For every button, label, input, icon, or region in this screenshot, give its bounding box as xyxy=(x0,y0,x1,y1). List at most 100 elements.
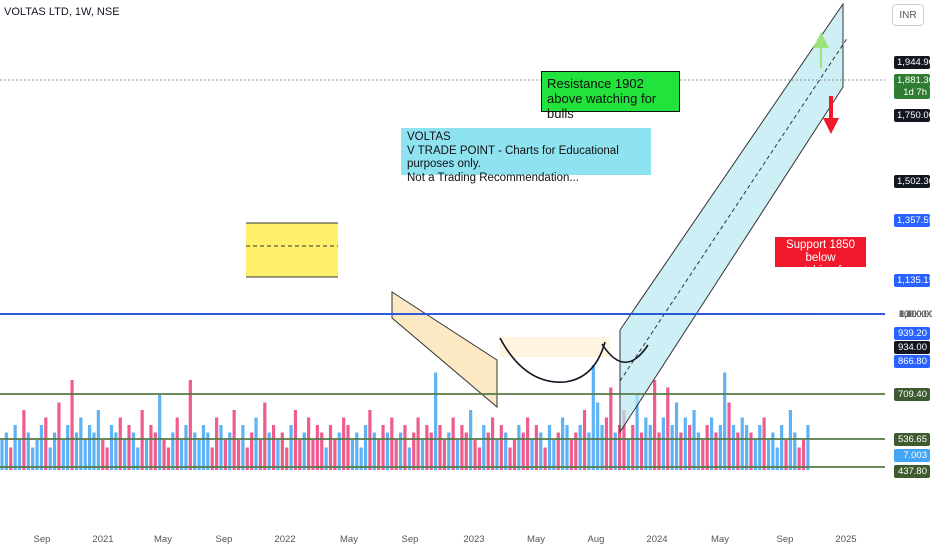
volume-bar xyxy=(600,425,604,470)
volume-bar xyxy=(705,425,709,470)
volume-bar xyxy=(543,447,547,470)
volume-bar xyxy=(504,432,508,470)
consolidation-box xyxy=(246,223,338,277)
volume-bar xyxy=(766,440,771,470)
volume-bar xyxy=(736,432,740,470)
volume-bar xyxy=(609,387,613,470)
y-tick-label: 1,700.00 xyxy=(899,309,932,319)
volume-bar xyxy=(285,447,289,470)
volume-bar xyxy=(688,425,692,470)
volume-bar xyxy=(337,432,341,470)
volume-bar xyxy=(547,425,552,470)
volume-bar xyxy=(355,432,359,470)
volume-bar xyxy=(57,402,61,470)
ascending-channel xyxy=(619,2,844,434)
price-label: 1,502.30 xyxy=(894,175,932,188)
education-note: VOLTAS V TRADE POINT - Charts for Educat… xyxy=(401,128,651,184)
volume-bar xyxy=(793,432,797,470)
volume-bar xyxy=(569,440,573,470)
volume-bar xyxy=(363,425,368,470)
volume-bar xyxy=(469,410,473,470)
volume-bar xyxy=(661,417,665,470)
volume-bar xyxy=(96,410,100,470)
volume-bar xyxy=(324,447,328,470)
volume-bar xyxy=(412,432,416,470)
volume-bar xyxy=(31,447,35,470)
volume-bar xyxy=(648,425,652,470)
price-label: 1,135.15 xyxy=(894,274,932,287)
volume-bar xyxy=(460,425,464,470)
volume-bar xyxy=(455,440,460,470)
price-label: 1,944.90 xyxy=(894,56,932,69)
support-note: Support 1850 below watching for bears xyxy=(775,237,866,290)
volume-bar xyxy=(92,432,96,470)
x-tick-label: Sep xyxy=(777,534,794,545)
volume-bar xyxy=(267,432,271,470)
x-tick-label: May xyxy=(154,534,172,545)
volume-bar xyxy=(420,440,425,470)
education-line-2: V TRADE POINT - Charts for Educational p… xyxy=(407,144,619,171)
volume-bar xyxy=(666,387,670,470)
volume-bar xyxy=(434,372,438,470)
x-tick-label: 2024 xyxy=(646,534,667,545)
x-tick-label: Sep xyxy=(34,534,51,545)
volume-bar xyxy=(657,432,661,470)
volume-bars xyxy=(0,365,810,470)
price-label: 1,750.00 xyxy=(894,109,932,122)
volume-bar xyxy=(13,425,17,470)
volume-bar xyxy=(377,440,381,470)
volume-bar xyxy=(328,425,333,470)
volume-bar xyxy=(534,425,538,470)
volume-bar xyxy=(530,440,534,470)
price-label: 1,881.30 xyxy=(894,74,932,87)
volume-bar xyxy=(359,447,363,470)
volume-bar xyxy=(438,425,442,470)
y-tick-label: 1,300.00 xyxy=(899,309,932,319)
volume-bar xyxy=(17,440,22,470)
education-line-1: VOLTAS xyxy=(407,131,451,143)
volume-bar xyxy=(258,440,263,470)
y-tick-label: 1,000.00 xyxy=(899,309,932,319)
y-tick-label: 1,400.00 xyxy=(899,309,932,319)
price-label: 939.20 xyxy=(894,327,930,340)
volume-bar xyxy=(201,425,206,470)
volume-bar xyxy=(512,440,517,470)
volume-bar xyxy=(127,425,131,470)
volume-bar xyxy=(490,417,495,470)
volume-bar xyxy=(442,440,446,470)
x-tick-label: Aug xyxy=(588,534,605,545)
volume-bar xyxy=(250,432,254,470)
horizontal-levels xyxy=(0,79,885,468)
volume-bar xyxy=(723,372,727,470)
volume-bar xyxy=(311,440,315,470)
volume-bar xyxy=(88,425,92,470)
volume-bar xyxy=(109,425,114,470)
volume-bar xyxy=(780,425,784,470)
volume-bar xyxy=(101,440,105,470)
volume-bar xyxy=(0,440,4,470)
volume-bar xyxy=(604,417,609,470)
volume-bar xyxy=(79,417,83,470)
volume-bar xyxy=(35,440,39,470)
volume-bar xyxy=(254,417,258,470)
volume-bar xyxy=(385,432,390,470)
volume-bar xyxy=(556,432,560,470)
volume-bar xyxy=(753,440,757,470)
resistance-note: Resistance 1902 above watching for bulls xyxy=(541,71,680,121)
education-line-3: Not a Trading Recommendation... xyxy=(407,171,579,184)
volume-bar xyxy=(215,417,219,470)
volume-bar xyxy=(271,425,276,470)
volume-bar xyxy=(206,432,210,470)
currency-button[interactable]: INR xyxy=(892,4,924,26)
volume-bar xyxy=(561,417,565,470)
volume-bar xyxy=(696,432,701,470)
volume-bar xyxy=(749,432,753,470)
volume-bar xyxy=(574,432,578,470)
volume-bar xyxy=(587,432,591,470)
volume-bar xyxy=(372,432,376,470)
x-tick-label: Sep xyxy=(216,534,233,545)
y-tick-label: 1,200.00 xyxy=(899,309,932,319)
x-tick-label: May xyxy=(711,534,729,545)
volume-bar xyxy=(552,440,556,470)
